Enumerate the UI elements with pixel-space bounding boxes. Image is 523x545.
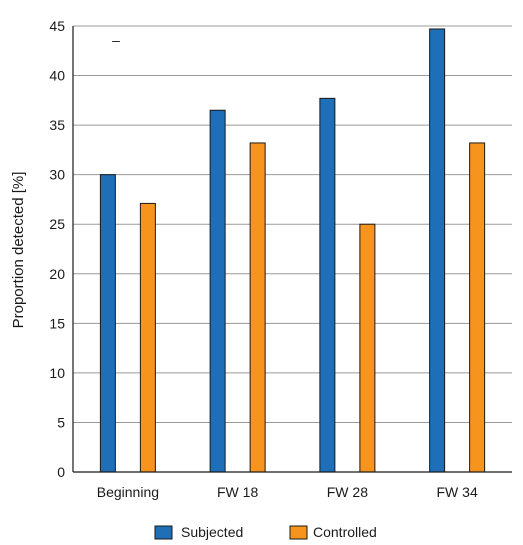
legend-label-subjected: Subjected [181,524,243,540]
chart-annotation: – [112,32,120,48]
grid-lines [73,25,512,423]
legend-swatch-subjected [154,525,173,540]
y-axis-title: Proportion detected [%] [10,172,27,329]
x-tick-label: Beginning [97,484,159,500]
y-tick-label: 30 [49,167,65,183]
bar-controlled-3 [469,142,486,473]
legend: Subjected Controlled [154,524,377,540]
y-tick-label: 15 [49,315,65,331]
x-tick-label: FW 28 [327,484,368,500]
bar-subjected-3 [429,28,446,473]
x-tick-label: FW 18 [217,484,258,500]
bar-controlled-0 [139,202,156,473]
legend-label-controlled: Controlled [313,524,377,540]
x-tick-label: FW 34 [437,484,478,500]
bar-subjected-2 [319,97,336,473]
y-tick-label: 5 [57,414,65,430]
y-tick-label: 10 [49,365,65,381]
legend-swatch-controlled [289,525,308,540]
y-tick-label: 0 [57,464,65,480]
bars [99,28,486,473]
bar-controlled-2 [359,223,376,473]
bar-subjected-1 [209,109,226,473]
y-tick-label: 20 [49,266,65,282]
y-tick-label: 40 [49,68,65,84]
y-tick-label: 25 [49,216,65,232]
bar-controlled-1 [249,142,266,473]
y-tick-label: 45 [49,18,65,34]
axes: 0 5 10 15 20 25 30 35 40 45 Beginning FW 18 FW 28 FW … [49,18,512,500]
y-tick-label: 35 [49,117,65,133]
bar-subjected-0 [99,174,116,473]
